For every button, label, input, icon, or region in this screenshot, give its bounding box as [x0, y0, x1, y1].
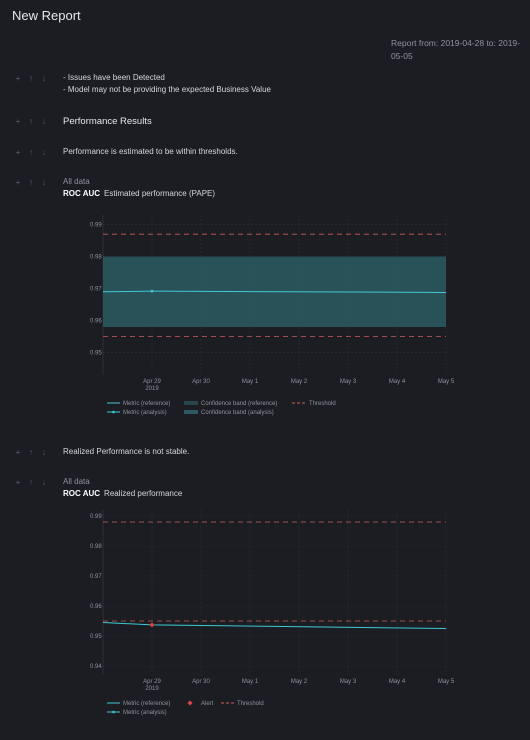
move-up-icon[interactable]: ↑ — [28, 147, 34, 157]
move-down-icon[interactable]: ↓ — [41, 73, 47, 83]
x-tick-label: May 1 — [242, 679, 259, 685]
metric-line — [102, 622, 447, 629]
add-icon[interactable]: + — [15, 447, 21, 457]
chart-subset-label: All data — [63, 177, 90, 186]
block-controls: + ↑ ↓ — [14, 147, 48, 157]
y-tick-label: 0.96 — [90, 604, 102, 610]
issue-item: - Issues have been Detected — [63, 73, 165, 82]
move-down-icon[interactable]: ↓ — [41, 477, 47, 487]
block-controls: + ↑ ↓ — [14, 116, 48, 126]
y-tick-label: 0.95 — [90, 351, 102, 357]
chart-caption: ROC AUC Realized performance — [63, 489, 182, 498]
x-tick-label: Apr 29 — [143, 379, 161, 385]
issue-item: - Model may not be providing the expecte… — [63, 85, 271, 94]
x-tick-label: May 5 — [438, 679, 455, 685]
y-tick-label: 0.98 — [90, 544, 102, 550]
block-controls: + ↑ ↓ — [14, 477, 48, 487]
y-tick-label: 0.97 — [90, 574, 102, 580]
legend-label: Metric (reference) — [123, 401, 170, 407]
chart-subset-label: All data — [63, 477, 90, 486]
move-up-icon[interactable]: ↑ — [28, 73, 34, 83]
issues-list: - Issues have been Detected - Model may … — [63, 72, 271, 96]
y-tick-label: 0.99 — [90, 223, 102, 229]
section-title: Performance Results — [63, 116, 152, 127]
x-tick-label: May 3 — [340, 679, 357, 685]
move-down-icon[interactable]: ↓ — [41, 147, 47, 157]
legend-label: Metric (reference) — [123, 701, 170, 707]
x-tick-label: May 4 — [389, 379, 406, 385]
legend-symbol — [112, 410, 115, 414]
x-tick-label: Apr 30 — [192, 379, 210, 385]
estimated-performance-chart: 0.95 0.96 0.97 0.98 0.99 Apr 29 Apr 30 May 1 May… — [90, 215, 455, 416]
x-tick-label: May 3 — [340, 379, 357, 385]
x-tick-label: Apr 29 — [143, 679, 161, 685]
move-down-icon[interactable]: ↓ — [41, 447, 47, 457]
add-icon[interactable]: + — [15, 477, 21, 487]
metric-name: ROC AUC — [63, 489, 101, 498]
x-tick-label: Apr 30 — [192, 679, 210, 685]
move-up-icon[interactable]: ↑ — [28, 177, 34, 187]
y-tick-label: 0.96 — [90, 319, 102, 325]
estimated-note: Performance is estimated to be within th… — [63, 147, 238, 156]
legend-label: Threshold — [237, 701, 264, 707]
chart-description: Realized performance — [104, 489, 183, 498]
move-down-icon[interactable]: ↓ — [41, 116, 47, 126]
move-down-icon[interactable]: ↓ — [41, 177, 47, 187]
x-tick-label: May 5 — [438, 379, 455, 385]
x-tick-year: 2019 — [145, 686, 159, 692]
legend-label: Threshold — [309, 401, 336, 407]
add-icon[interactable]: + — [15, 147, 21, 157]
legend-label: Metric (analysis) — [123, 410, 167, 416]
x-tick-label: May 4 — [389, 679, 406, 685]
chart-description: Estimated performance (PAPE) — [104, 189, 216, 198]
block-controls: + ↑ ↓ — [14, 447, 48, 457]
block-controls: + ↑ ↓ — [14, 177, 48, 187]
y-tick-label: 0.94 — [90, 664, 102, 670]
move-up-icon[interactable]: ↑ — [28, 116, 34, 126]
metric-point — [150, 289, 154, 293]
x-tick-label: May 2 — [291, 679, 308, 685]
y-tick-label: 0.97 — [90, 287, 102, 293]
move-up-icon[interactable]: ↑ — [28, 477, 34, 487]
legend-symbol — [112, 710, 115, 714]
y-tick-label: 0.98 — [90, 255, 102, 261]
add-icon[interactable]: + — [15, 177, 21, 187]
legend-symbol — [187, 700, 193, 706]
move-up-icon[interactable]: ↑ — [28, 447, 34, 457]
legend-label: Confidence band (reference) — [201, 401, 277, 407]
y-tick-label: 0.99 — [90, 514, 102, 520]
x-tick-label: May 2 — [291, 379, 308, 385]
x-tick-label: May 1 — [242, 379, 259, 385]
report-date-range: Report from: 2019-04-28 to: 2019-05-05 — [391, 38, 520, 61]
legend-symbol — [184, 401, 198, 405]
report-title: New Report — [12, 8, 81, 23]
add-icon[interactable]: + — [15, 73, 21, 83]
legend-label: Confidence band (analysis) — [201, 410, 274, 416]
metric-name: ROC AUC — [63, 189, 101, 198]
legend-symbol — [184, 410, 198, 414]
chart-caption: ROC AUC Estimated performance (PAPE) — [63, 189, 215, 198]
legend-label: Metric (analysis) — [123, 710, 167, 716]
x-tick-year: 2019 — [145, 386, 159, 392]
y-tick-label: 0.95 — [90, 634, 102, 640]
legend-label: Alert — [201, 701, 214, 707]
add-icon[interactable]: + — [15, 116, 21, 126]
block-controls: + ↑ ↓ — [14, 73, 48, 83]
alert-marker — [149, 622, 155, 628]
realized-performance-chart: 0.94 0.95 0.96 0.97 0.98 0.99 Apr 29 Apr 30 May … — [90, 510, 455, 716]
realized-note: Realized Performance is not stable. — [63, 447, 190, 456]
